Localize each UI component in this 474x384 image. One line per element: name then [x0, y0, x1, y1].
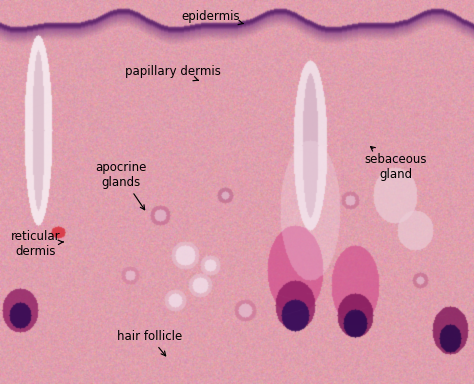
Text: epidermis: epidermis — [182, 10, 243, 25]
Text: hair follicle: hair follicle — [117, 329, 182, 356]
Text: apocrine
glands: apocrine glands — [95, 161, 146, 210]
Text: sebaceous
gland: sebaceous gland — [365, 147, 427, 181]
Text: papillary dermis: papillary dermis — [125, 65, 221, 81]
Text: reticular
dermis: reticular dermis — [11, 230, 63, 258]
